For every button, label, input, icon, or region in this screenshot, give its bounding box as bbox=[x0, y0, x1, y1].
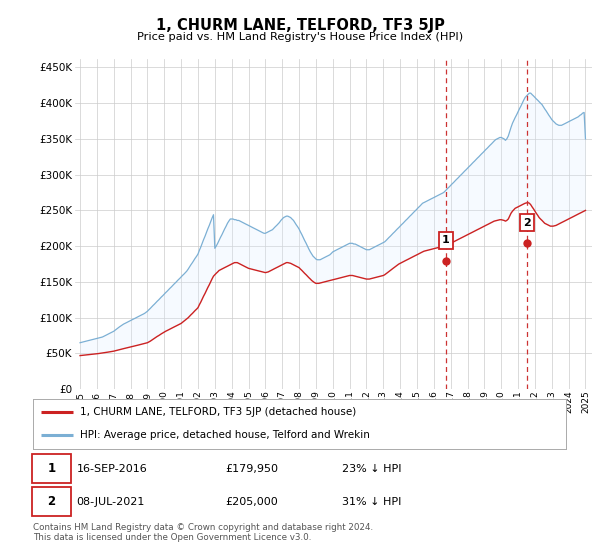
Text: Contains HM Land Registry data © Crown copyright and database right 2024.
This d: Contains HM Land Registry data © Crown c… bbox=[33, 523, 373, 543]
FancyBboxPatch shape bbox=[32, 487, 71, 516]
Text: £179,950: £179,950 bbox=[225, 464, 278, 474]
Text: 31% ↓ HPI: 31% ↓ HPI bbox=[342, 497, 401, 507]
Text: 08-JUL-2021: 08-JUL-2021 bbox=[77, 497, 145, 507]
FancyBboxPatch shape bbox=[32, 454, 71, 483]
Text: HPI: Average price, detached house, Telford and Wrekin: HPI: Average price, detached house, Telf… bbox=[80, 430, 370, 440]
Text: 1: 1 bbox=[442, 236, 449, 245]
Text: 1, CHURM LANE, TELFORD, TF3 5JP: 1, CHURM LANE, TELFORD, TF3 5JP bbox=[155, 18, 445, 33]
Text: 2: 2 bbox=[47, 496, 55, 508]
Text: 1: 1 bbox=[47, 463, 55, 475]
Text: £205,000: £205,000 bbox=[225, 497, 278, 507]
Text: 23% ↓ HPI: 23% ↓ HPI bbox=[342, 464, 401, 474]
Text: 16-SEP-2016: 16-SEP-2016 bbox=[77, 464, 148, 474]
Text: Price paid vs. HM Land Registry's House Price Index (HPI): Price paid vs. HM Land Registry's House … bbox=[137, 32, 463, 42]
Text: 1, CHURM LANE, TELFORD, TF3 5JP (detached house): 1, CHURM LANE, TELFORD, TF3 5JP (detache… bbox=[80, 407, 356, 417]
Text: 2: 2 bbox=[523, 218, 531, 227]
